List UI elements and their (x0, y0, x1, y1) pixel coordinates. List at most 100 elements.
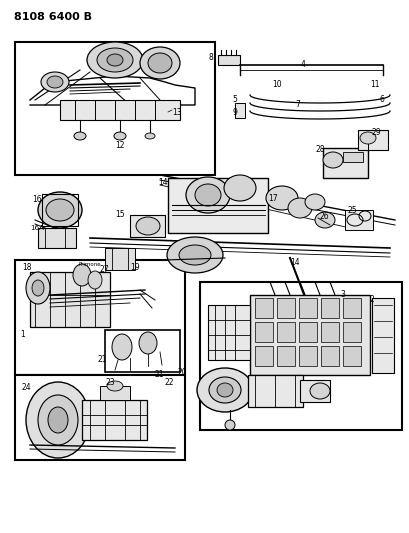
Ellipse shape (107, 54, 123, 66)
Text: 22: 22 (164, 378, 174, 387)
Ellipse shape (87, 42, 143, 78)
Ellipse shape (97, 48, 133, 72)
Ellipse shape (309, 383, 329, 399)
Text: 20: 20 (178, 368, 187, 377)
Ellipse shape (314, 212, 334, 228)
Bar (100, 386, 130, 400)
Bar (247, 375, 302, 407)
Ellipse shape (88, 271, 102, 289)
Ellipse shape (74, 132, 86, 140)
Text: 9: 9 (231, 108, 236, 117)
Ellipse shape (265, 186, 297, 210)
Ellipse shape (112, 334, 132, 360)
Text: 27: 27 (100, 265, 109, 274)
Text: 4: 4 (300, 60, 305, 69)
Bar (276, 298, 294, 318)
Text: 17: 17 (267, 194, 277, 203)
Ellipse shape (179, 245, 211, 265)
Bar (276, 346, 294, 366)
Bar (342, 298, 360, 318)
Bar (105, 330, 180, 372)
Ellipse shape (148, 53, 172, 73)
Bar (254, 322, 272, 342)
Text: 1: 1 (20, 330, 25, 339)
Text: 3: 3 (339, 290, 344, 299)
Ellipse shape (195, 184, 220, 206)
Bar (30, 272, 110, 327)
Text: 28: 28 (315, 145, 325, 154)
Text: 29: 29 (371, 128, 381, 137)
Bar (299, 380, 329, 402)
Ellipse shape (145, 133, 155, 139)
Text: 25: 25 (347, 206, 357, 215)
Bar (60, 100, 180, 120)
Bar (130, 215, 164, 237)
Ellipse shape (136, 217, 160, 235)
Ellipse shape (107, 381, 123, 391)
Text: 21: 21 (98, 355, 107, 364)
Ellipse shape (223, 175, 255, 201)
Bar (357, 130, 387, 150)
Bar (200, 282, 401, 430)
Ellipse shape (114, 132, 126, 140)
Text: 8: 8 (208, 53, 213, 62)
Bar (320, 298, 338, 318)
Ellipse shape (48, 407, 68, 433)
Text: 21: 21 (155, 370, 164, 379)
Bar (298, 346, 316, 366)
Ellipse shape (166, 237, 222, 273)
Ellipse shape (322, 152, 342, 168)
Text: 15: 15 (115, 210, 124, 219)
Bar (342, 346, 360, 366)
Text: 6: 6 (379, 95, 384, 104)
Ellipse shape (46, 199, 74, 221)
Text: 23: 23 (105, 378, 115, 387)
Text: 19: 19 (130, 263, 139, 272)
Ellipse shape (38, 192, 82, 228)
Text: 11: 11 (369, 80, 379, 89)
Ellipse shape (41, 72, 69, 92)
Bar (168, 178, 267, 233)
Bar (322, 148, 367, 178)
Ellipse shape (26, 382, 90, 458)
Ellipse shape (287, 198, 311, 218)
Bar (42, 194, 78, 226)
Ellipse shape (186, 177, 229, 213)
Text: 10: 10 (271, 80, 281, 89)
Text: 16A: 16A (30, 225, 44, 231)
Text: 7: 7 (294, 100, 299, 109)
Ellipse shape (209, 377, 240, 403)
Text: 18: 18 (22, 263, 31, 272)
Ellipse shape (225, 420, 234, 430)
Bar (276, 322, 294, 342)
Ellipse shape (139, 332, 157, 354)
Ellipse shape (196, 368, 252, 412)
Text: 24: 24 (22, 383, 31, 392)
Ellipse shape (47, 76, 63, 88)
Bar (254, 298, 272, 318)
Text: 8108 6400 B: 8108 6400 B (14, 12, 92, 22)
Ellipse shape (73, 264, 91, 286)
Bar (218, 55, 239, 65)
Bar (342, 322, 360, 342)
Ellipse shape (359, 132, 375, 144)
Text: 12: 12 (115, 141, 124, 150)
Bar (15, 260, 184, 375)
Bar (38, 228, 76, 248)
Bar (298, 322, 316, 342)
Bar (15, 42, 214, 175)
Bar (371, 298, 393, 373)
Text: 14: 14 (289, 258, 299, 267)
Text: 5: 5 (231, 95, 236, 104)
Bar (342, 152, 362, 162)
Text: Primone: Primone (79, 262, 101, 267)
Bar (105, 248, 135, 270)
Text: 26: 26 (319, 212, 329, 221)
Bar (207, 305, 249, 360)
Ellipse shape (38, 395, 78, 445)
Ellipse shape (216, 383, 232, 397)
Text: 13: 13 (172, 108, 181, 117)
Bar (254, 346, 272, 366)
Ellipse shape (139, 47, 180, 79)
Ellipse shape (26, 272, 50, 304)
